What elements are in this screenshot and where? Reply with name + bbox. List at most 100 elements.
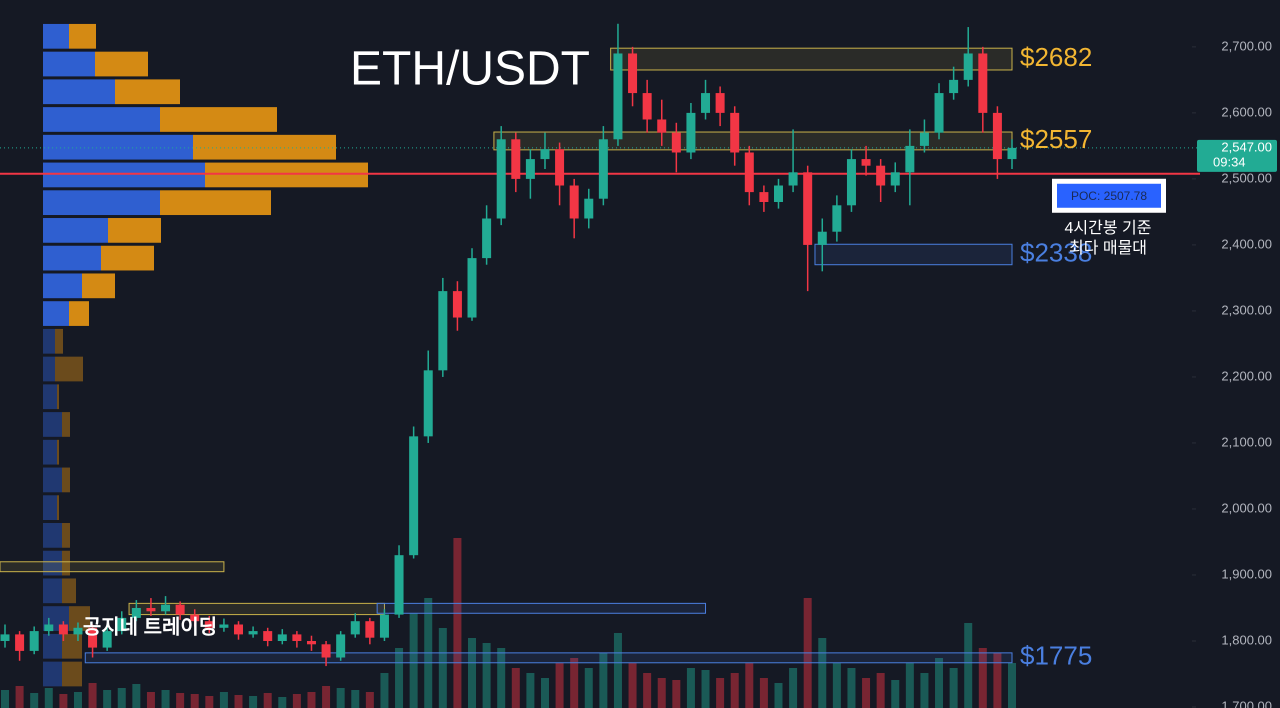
price-axis: 1,700.00 1,800.00 1,900.00 2,000.00 2,100.00… <box>1192 38 1277 708</box>
last-price-label: 2,547.00 <box>1221 139 1272 154</box>
candle-body <box>365 621 375 638</box>
volume-bar <box>176 693 185 708</box>
profile-sell <box>62 467 70 493</box>
volume-bar <box>103 690 112 708</box>
profile-sell <box>57 439 59 465</box>
candle-body <box>759 192 769 203</box>
profile-buy <box>43 439 57 465</box>
volume-bar <box>599 653 608 708</box>
volume-bar <box>30 693 39 708</box>
candle-body <box>350 621 360 635</box>
y-tick-label: 2,600.00 <box>1221 104 1272 119</box>
candle-body <box>963 53 973 80</box>
volume-bar <box>1008 663 1016 708</box>
poc-label: POC: 2507.78 <box>1071 189 1147 203</box>
volume-bar <box>978 648 987 708</box>
annotation: 4시간봉 기준 <box>1065 219 1152 237</box>
y-tick-label: 2,700.00 <box>1221 38 1272 53</box>
profile-sell <box>108 218 161 243</box>
candle-body <box>555 149 565 186</box>
profile-sell <box>62 661 82 687</box>
candle-body <box>321 644 331 658</box>
volume-bar <box>1 690 9 708</box>
candle-body <box>438 291 448 371</box>
candle-body <box>671 132 681 153</box>
profile-buy <box>43 495 57 521</box>
profile-sell <box>62 633 82 659</box>
candle-body <box>452 291 462 318</box>
candle-body <box>934 93 944 133</box>
candle-body <box>861 159 871 166</box>
volume-bar <box>263 693 272 708</box>
profile-sell <box>205 162 368 188</box>
candle-body <box>234 624 244 635</box>
zone <box>610 47 1013 71</box>
volume-bar <box>847 668 856 708</box>
candle-body <box>131 607 141 618</box>
y-tick-label: 2,400.00 <box>1221 236 1272 251</box>
volume-bar <box>730 673 739 708</box>
profile-sell <box>101 245 154 271</box>
profile-sell <box>160 190 271 216</box>
volume-bar <box>73 692 82 708</box>
zone <box>84 652 1013 664</box>
profile-sell <box>115 79 180 105</box>
candle-body <box>117 617 127 632</box>
y-tick-label: 2,500.00 <box>1221 170 1272 185</box>
y-tick-label: 2,200.00 <box>1221 368 1272 383</box>
candle-body <box>292 634 302 641</box>
volume-bar <box>686 668 695 708</box>
profile-buy <box>43 23 69 49</box>
candle-body <box>978 53 988 113</box>
chart-title: ETH/USDT <box>350 43 590 96</box>
profile-buy <box>43 412 62 437</box>
profile-buy <box>43 79 115 105</box>
volume-bar <box>365 692 374 708</box>
poc-box <box>1057 183 1161 208</box>
volume-bar <box>657 678 666 708</box>
profile-sell <box>55 356 83 382</box>
volume-bar <box>613 633 622 708</box>
countdown: 09:34 <box>1213 154 1246 169</box>
volume-bar <box>555 663 564 708</box>
y-tick-label: 1,800.00 <box>1221 632 1272 647</box>
candle-body <box>204 621 214 628</box>
zone <box>376 602 707 614</box>
y-tick-label: 2,300.00 <box>1221 302 1272 317</box>
profile-buy <box>43 218 108 243</box>
profile-sell <box>62 578 76 604</box>
volume-bar <box>759 678 768 708</box>
candle-body <box>190 614 200 622</box>
profile-sell <box>62 523 70 548</box>
candle-body <box>730 112 740 153</box>
volume-bar <box>643 673 652 708</box>
candle-body <box>175 604 185 615</box>
candle-body <box>525 159 535 179</box>
volume-bar <box>716 678 725 708</box>
candle-body <box>146 607 156 612</box>
profile-buy <box>43 107 160 132</box>
profile-buy <box>43 550 62 576</box>
candle-body <box>832 205 842 232</box>
candle-body <box>598 139 608 199</box>
profile-sell <box>69 301 89 326</box>
volume-bar <box>935 658 944 708</box>
volume-bar <box>322 686 331 708</box>
volume-bar <box>219 692 228 708</box>
candle-body <box>890 172 900 186</box>
candle-body <box>511 139 521 179</box>
zone-label: $2338 <box>1020 237 1092 267</box>
volume-bar <box>234 695 243 708</box>
profile-buy <box>43 467 62 493</box>
candle-body <box>803 172 813 245</box>
zone <box>814 243 1013 266</box>
volume-bar <box>482 643 491 708</box>
volume-bar <box>891 680 900 708</box>
volume-bar <box>774 683 783 708</box>
volume-bar <box>540 678 549 708</box>
y-tick-label: 2,000.00 <box>1221 500 1272 515</box>
profile-sell <box>160 107 277 132</box>
annotation: 최다 매물대 <box>1069 239 1147 257</box>
